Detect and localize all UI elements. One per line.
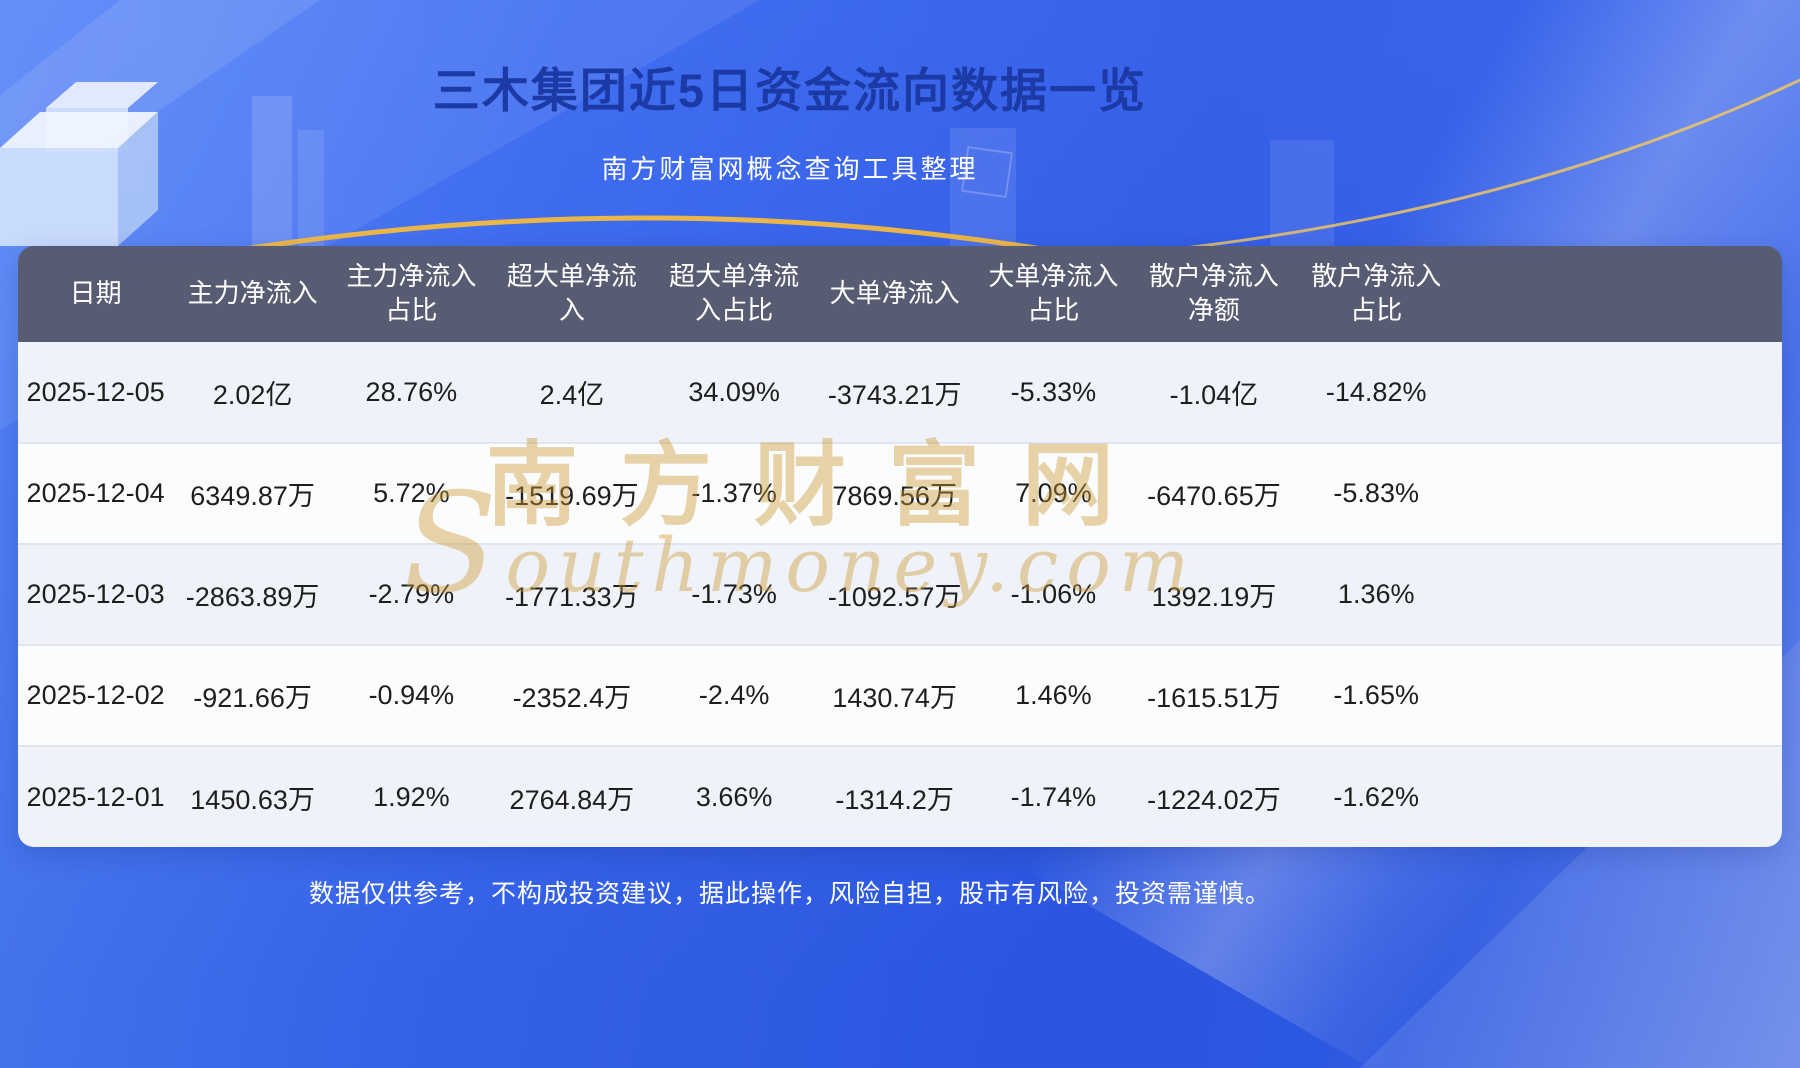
column-header: 日期 <box>18 246 174 342</box>
value-cell: -1519.69万 <box>490 442 653 544</box>
value-cell: 1450.63万 <box>173 745 332 847</box>
table-row: 2025-12-01 1450.63万 1.92% 2764.84万 3.66% -131… <box>18 745 1782 847</box>
value-cell: -1615.51万 <box>1132 644 1296 746</box>
date-cell: 2025-12-05 <box>18 342 174 443</box>
column-header: 主力净流入 <box>173 246 332 342</box>
column-header: 散户净流入占比 <box>1295 246 1458 342</box>
table-header-row: 日期 主力净流入 主力净流入占比 超大单净流入 超大单净流入占比 大单净流入 大单净流入占比… <box>18 246 1782 342</box>
value-cell: 1430.74万 <box>815 644 975 746</box>
value-cell: -1092.57万 <box>815 543 975 645</box>
fund-flow-table: 日期 主力净流入 主力净流入占比 超大单净流入 超大单净流入占比 大单净流入 大单净流入占比… <box>18 246 1782 847</box>
value-cell-filler <box>1457 543 1782 645</box>
page-subtitle: 南方财富网概念查询工具整理 <box>601 154 979 184</box>
value-cell: 2764.84万 <box>490 745 653 847</box>
value-cell: -5.83% <box>1295 442 1458 544</box>
value-cell: -2352.4万 <box>490 644 653 746</box>
value-cell: 7.09% <box>974 442 1133 544</box>
value-cell: -1.74% <box>974 745 1133 847</box>
value-cell: 2.02亿 <box>173 342 332 443</box>
value-cell: 7869.56万 <box>815 442 975 544</box>
value-cell: -3743.21万 <box>815 342 975 443</box>
value-cell: -5.33% <box>974 342 1133 443</box>
date-cell: 2025-12-01 <box>18 745 174 847</box>
value-cell-filler <box>1457 442 1782 544</box>
column-header: 主力净流入占比 <box>331 246 491 342</box>
table-row: 2025-12-05 2.02亿 28.76% 2.4亿 34.09% -3743.21万… <box>18 342 1782 443</box>
value-cell: -14.82% <box>1295 342 1458 443</box>
value-cell: -1.04亿 <box>1132 342 1296 443</box>
column-header: 大单净流入 <box>815 246 975 342</box>
table-body: 2025-12-05 2.02亿 28.76% 2.4亿 34.09% -3743.21万… <box>18 342 1782 847</box>
value-cell-filler <box>1457 342 1782 443</box>
column-header: 超大单净流入 <box>490 246 653 342</box>
value-cell: 28.76% <box>331 342 491 443</box>
date-cell: 2025-12-02 <box>18 644 174 746</box>
value-cell: -1.06% <box>974 543 1133 645</box>
value-cell: -2863.89万 <box>173 543 332 645</box>
table-row: 2025-12-02 -921.66万 -0.94% -2352.4万 -2.4% 143… <box>18 644 1782 746</box>
value-cell: 3.66% <box>653 745 816 847</box>
value-cell: -1.62% <box>1295 745 1458 847</box>
table-row: 2025-12-03 -2863.89万 -2.79% -1771.33万 -1.73%… <box>18 543 1782 645</box>
value-cell: -1314.2万 <box>815 745 975 847</box>
disclaimer-text: 数据仅供参考，不构成投资建议，据此操作，风险自担，股市有风险，投资需谨慎。 <box>308 880 1271 908</box>
value-cell: 1.46% <box>974 644 1133 746</box>
value-cell: -1771.33万 <box>490 543 653 645</box>
page-title: 三木集团近5日资金流向数据一览 <box>432 64 1148 117</box>
date-cell: 2025-12-03 <box>18 543 174 645</box>
value-cell: 5.72% <box>331 442 491 544</box>
column-header: 超大单净流入占比 <box>653 246 816 342</box>
value-cell: 34.09% <box>653 342 816 443</box>
value-cell: 2.4亿 <box>490 342 653 443</box>
value-cell: -1224.02万 <box>1132 745 1296 847</box>
date-cell: 2025-12-04 <box>18 442 174 544</box>
value-cell: -6470.65万 <box>1132 442 1296 544</box>
value-cell: -1.73% <box>653 543 816 645</box>
column-header: 大单净流入占比 <box>974 246 1133 342</box>
column-header: 散户净流入净额 <box>1132 246 1296 342</box>
value-cell: 1.36% <box>1295 543 1458 645</box>
value-cell: 1392.19万 <box>1132 543 1296 645</box>
value-cell: 6349.87万 <box>173 442 332 544</box>
value-cell-filler <box>1457 644 1782 746</box>
value-cell: -1.37% <box>653 442 816 544</box>
column-header-filler <box>1457 246 1782 342</box>
value-cell: -2.4% <box>653 644 816 746</box>
value-cell: -0.94% <box>331 644 491 746</box>
fund-flow-table-container: 日期 主力净流入 主力净流入占比 超大单净流入 超大单净流入占比 大单净流入 大单净流入占比… <box>18 246 1782 847</box>
value-cell: -2.79% <box>331 543 491 645</box>
value-cell-filler <box>1457 745 1782 847</box>
table-row: 2025-12-04 6349.87万 5.72% -1519.69万 -1.37% 78… <box>18 442 1782 544</box>
value-cell: -1.65% <box>1295 644 1458 746</box>
value-cell: -921.66万 <box>173 644 332 746</box>
value-cell: 1.92% <box>331 745 491 847</box>
